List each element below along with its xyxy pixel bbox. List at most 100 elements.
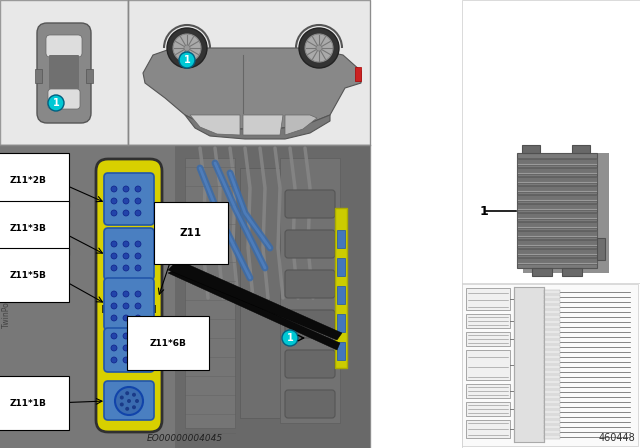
Circle shape [123, 210, 129, 216]
Bar [522, 145, 540, 153]
Circle shape [111, 333, 117, 339]
Circle shape [123, 357, 129, 363]
Circle shape [111, 315, 117, 321]
Bar [466, 288, 510, 310]
Bar [544, 370, 560, 374]
Circle shape [48, 95, 64, 111]
Bar [544, 414, 560, 419]
Bar [335, 208, 347, 368]
Text: 1: 1 [480, 204, 489, 217]
Text: 1: 1 [52, 98, 60, 108]
FancyBboxPatch shape [96, 159, 162, 432]
Bar [572, 145, 590, 153]
Circle shape [123, 315, 129, 321]
Bar [128, 0, 370, 145]
Text: TwinPower Turbo: TwinPower Turbo [3, 264, 12, 327]
Circle shape [120, 402, 124, 406]
Circle shape [111, 210, 117, 216]
Bar [466, 402, 510, 416]
Bar [86, 69, 93, 83]
Bar [517, 239, 597, 246]
Bar [517, 257, 597, 264]
Bar [544, 389, 560, 394]
Circle shape [135, 210, 141, 216]
FancyBboxPatch shape [37, 23, 91, 123]
FancyBboxPatch shape [285, 270, 335, 298]
Circle shape [135, 291, 141, 297]
Bar [517, 153, 597, 268]
Bar [544, 310, 560, 314]
Bar [466, 350, 510, 380]
Bar [544, 365, 560, 369]
Circle shape [135, 315, 141, 321]
Circle shape [135, 303, 141, 309]
Circle shape [120, 396, 124, 400]
Bar [517, 248, 597, 255]
Circle shape [132, 405, 136, 409]
Bar [544, 324, 560, 329]
Bar [544, 405, 560, 409]
Bar [355, 67, 361, 81]
Circle shape [184, 45, 190, 51]
Circle shape [282, 330, 298, 346]
Polygon shape [185, 115, 330, 139]
FancyBboxPatch shape [285, 350, 335, 378]
FancyBboxPatch shape [48, 89, 80, 109]
FancyBboxPatch shape [285, 190, 335, 218]
Circle shape [123, 345, 129, 351]
Bar [517, 185, 597, 192]
FancyBboxPatch shape [104, 381, 154, 420]
Bar [0, 0, 128, 145]
Bar [517, 230, 597, 237]
Bar [544, 400, 560, 404]
Bar [0, 145, 370, 448]
Bar [544, 425, 560, 429]
Circle shape [316, 45, 322, 51]
Bar [544, 430, 560, 434]
FancyBboxPatch shape [104, 228, 154, 280]
Bar [544, 409, 560, 414]
Text: 460448: 460448 [598, 433, 635, 443]
Circle shape [125, 391, 129, 395]
FancyBboxPatch shape [285, 310, 335, 338]
Circle shape [179, 52, 195, 68]
Circle shape [111, 345, 117, 351]
Circle shape [135, 333, 141, 339]
Bar [35, 69, 42, 83]
Text: EO00000004045: EO00000004045 [147, 434, 223, 443]
Bar [185, 158, 235, 428]
Circle shape [305, 34, 333, 62]
Circle shape [111, 198, 117, 204]
Circle shape [123, 303, 129, 309]
FancyBboxPatch shape [285, 230, 335, 258]
Circle shape [135, 265, 141, 271]
Circle shape [123, 253, 129, 259]
Bar [337, 286, 345, 304]
Circle shape [173, 34, 201, 62]
Text: Z11*5B: Z11*5B [10, 271, 47, 280]
Bar [337, 258, 345, 276]
Bar [337, 314, 345, 332]
Text: Z11: Z11 [180, 228, 202, 238]
FancyBboxPatch shape [49, 55, 79, 89]
Circle shape [135, 345, 141, 351]
Polygon shape [190, 115, 240, 135]
Bar [466, 332, 510, 346]
Bar [544, 395, 560, 399]
Circle shape [111, 253, 117, 259]
Bar [517, 221, 597, 228]
Bar [523, 153, 609, 273]
Bar [337, 342, 345, 360]
Circle shape [111, 303, 117, 309]
Bar [514, 287, 544, 442]
Bar [544, 435, 560, 439]
Bar [517, 212, 597, 219]
FancyBboxPatch shape [104, 173, 154, 225]
Circle shape [127, 399, 131, 403]
Circle shape [111, 291, 117, 297]
Circle shape [135, 399, 139, 403]
Bar [544, 359, 560, 364]
Circle shape [123, 265, 129, 271]
Bar [544, 354, 560, 359]
Bar [462, 284, 638, 446]
